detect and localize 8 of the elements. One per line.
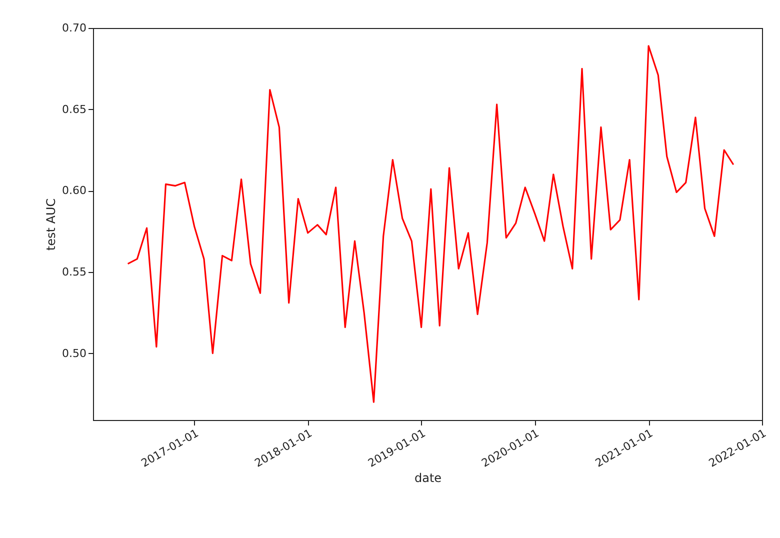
x-axis-title: date <box>414 470 442 485</box>
y-tick-label: 0.70 <box>62 22 86 34</box>
y-tick-label: 0.65 <box>62 102 86 116</box>
line-series <box>127 45 734 403</box>
y-axis-title: test AUC <box>44 198 58 251</box>
y-tick-label: 0.55 <box>62 265 86 278</box>
y-tick-label: 0.50 <box>62 346 86 360</box>
y-tick-label: 0.60 <box>62 184 86 198</box>
